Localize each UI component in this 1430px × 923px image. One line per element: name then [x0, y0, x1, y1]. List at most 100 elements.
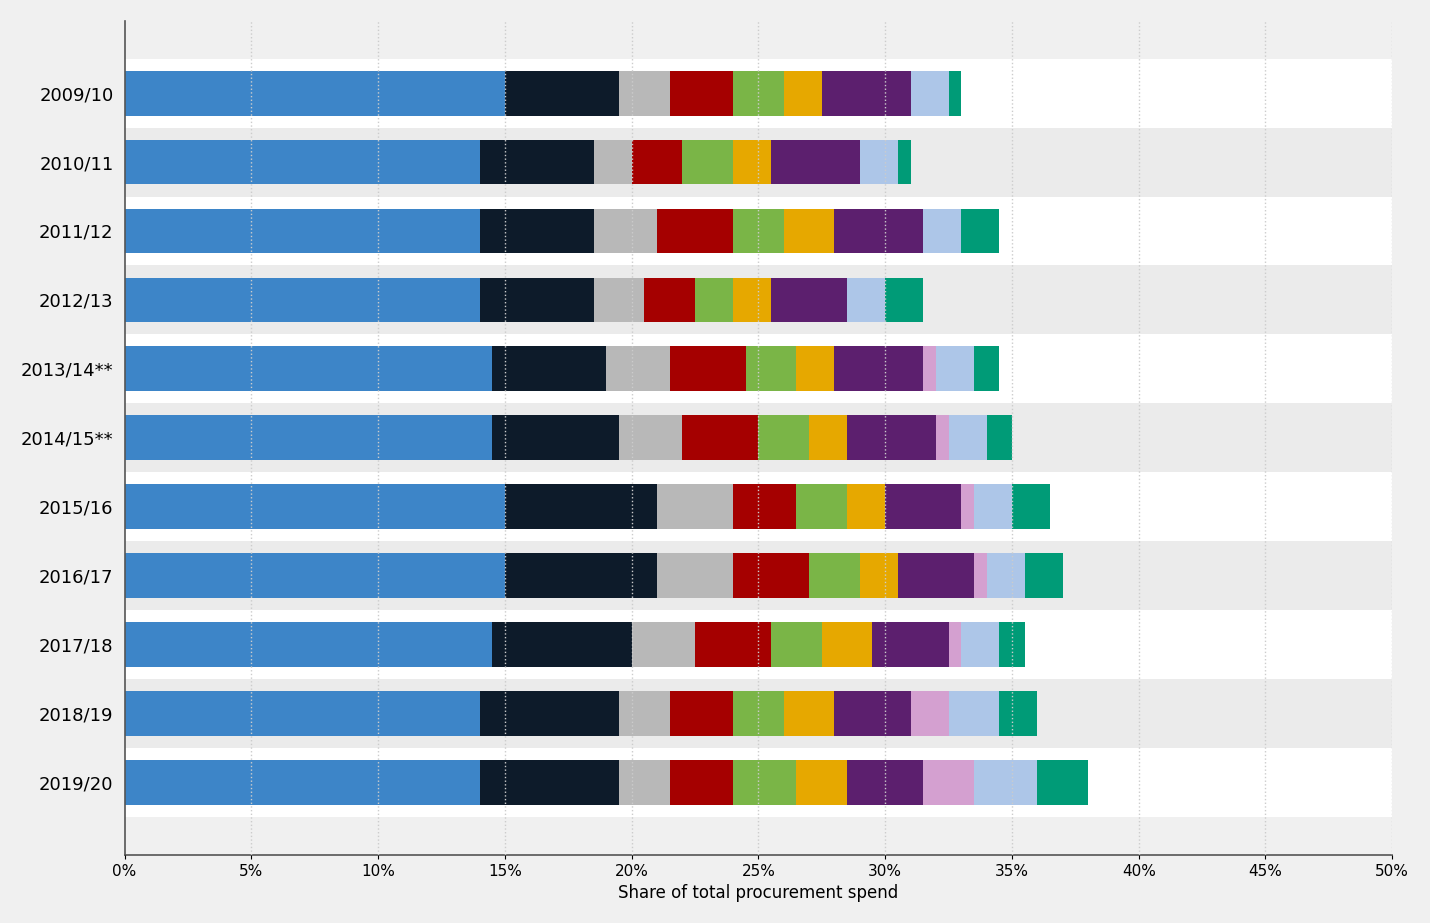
- Bar: [974, 346, 1000, 391]
- Bar: [784, 71, 822, 115]
- Bar: [734, 485, 797, 529]
- Bar: [124, 209, 479, 254]
- Bar: [479, 209, 593, 254]
- Bar: [505, 553, 656, 598]
- Bar: [1012, 485, 1050, 529]
- Bar: [935, 346, 974, 391]
- Bar: [797, 346, 835, 391]
- Bar: [948, 691, 1000, 736]
- Bar: [859, 553, 898, 598]
- Bar: [974, 760, 1037, 805]
- Bar: [124, 278, 479, 322]
- Bar: [619, 760, 669, 805]
- Bar: [784, 209, 835, 254]
- Bar: [809, 553, 859, 598]
- Bar: [734, 553, 809, 598]
- Bar: [924, 760, 974, 805]
- Bar: [505, 71, 619, 115]
- Bar: [948, 415, 987, 460]
- Bar: [898, 553, 974, 598]
- Bar: [124, 139, 479, 185]
- Bar: [682, 415, 758, 460]
- Bar: [734, 209, 784, 254]
- Bar: [479, 691, 619, 736]
- Bar: [961, 485, 974, 529]
- Bar: [924, 209, 961, 254]
- Bar: [124, 127, 1393, 197]
- Bar: [124, 197, 1393, 266]
- Bar: [847, 760, 924, 805]
- Bar: [682, 139, 734, 185]
- Bar: [911, 691, 948, 736]
- Bar: [911, 71, 948, 115]
- Bar: [835, 346, 924, 391]
- Bar: [872, 622, 948, 666]
- Bar: [822, 622, 872, 666]
- Bar: [961, 622, 1000, 666]
- Bar: [695, 278, 734, 322]
- Bar: [669, 346, 745, 391]
- Bar: [124, 334, 1393, 403]
- Bar: [987, 415, 1012, 460]
- Bar: [124, 691, 479, 736]
- Bar: [771, 622, 822, 666]
- Bar: [479, 139, 593, 185]
- Bar: [645, 278, 695, 322]
- Bar: [771, 139, 859, 185]
- Bar: [632, 139, 682, 185]
- Bar: [734, 760, 797, 805]
- Bar: [885, 485, 961, 529]
- Bar: [822, 71, 911, 115]
- Bar: [695, 622, 771, 666]
- Bar: [847, 415, 935, 460]
- Bar: [124, 403, 1393, 473]
- Bar: [124, 541, 1393, 610]
- Bar: [974, 485, 1012, 529]
- Bar: [758, 415, 809, 460]
- Bar: [669, 691, 734, 736]
- Bar: [935, 415, 948, 460]
- Bar: [619, 415, 682, 460]
- Bar: [797, 760, 847, 805]
- Bar: [898, 139, 911, 185]
- Bar: [124, 679, 1393, 748]
- Bar: [124, 760, 479, 805]
- Bar: [124, 748, 1393, 817]
- Bar: [1025, 553, 1062, 598]
- Bar: [669, 760, 734, 805]
- Bar: [124, 473, 1393, 541]
- Bar: [835, 209, 924, 254]
- Bar: [809, 415, 847, 460]
- Bar: [124, 59, 1393, 127]
- Bar: [124, 553, 505, 598]
- Bar: [479, 760, 619, 805]
- Bar: [124, 71, 505, 115]
- Bar: [593, 278, 645, 322]
- Bar: [987, 553, 1025, 598]
- Bar: [859, 139, 898, 185]
- Bar: [124, 266, 1393, 334]
- Bar: [885, 278, 924, 322]
- Bar: [124, 415, 492, 460]
- Bar: [505, 485, 656, 529]
- Bar: [656, 209, 734, 254]
- Bar: [593, 139, 632, 185]
- Bar: [492, 415, 619, 460]
- X-axis label: Share of total procurement spend: Share of total procurement spend: [618, 884, 898, 902]
- Bar: [656, 553, 734, 598]
- Bar: [1000, 691, 1037, 736]
- Bar: [619, 71, 669, 115]
- Bar: [606, 346, 669, 391]
- Bar: [669, 71, 734, 115]
- Bar: [479, 278, 593, 322]
- Bar: [632, 622, 695, 666]
- Bar: [961, 209, 1000, 254]
- Bar: [948, 71, 961, 115]
- Bar: [974, 553, 987, 598]
- Bar: [124, 485, 505, 529]
- Bar: [124, 610, 1393, 679]
- Bar: [124, 622, 492, 666]
- Bar: [734, 278, 771, 322]
- Bar: [734, 691, 784, 736]
- Bar: [745, 346, 797, 391]
